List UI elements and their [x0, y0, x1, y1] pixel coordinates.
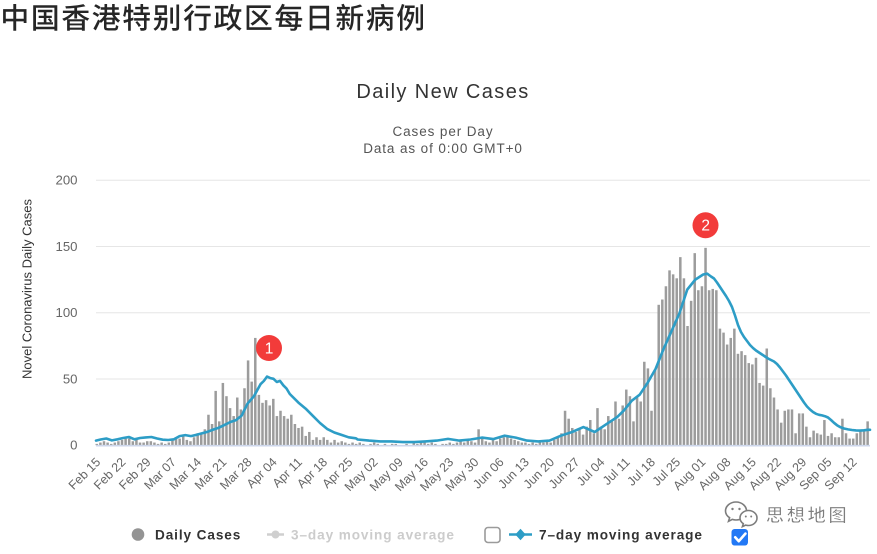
svg-text:7–day moving average: 7–day moving average: [539, 528, 703, 543]
svg-text:50: 50: [63, 371, 78, 386]
svg-text:Cases per Day: Cases per Day: [393, 124, 494, 139]
svg-text:200: 200: [55, 173, 77, 188]
svg-text:0: 0: [70, 438, 77, 453]
svg-text:3–day moving average: 3–day moving average: [291, 528, 455, 543]
svg-text:100: 100: [55, 305, 77, 320]
svg-text:150: 150: [55, 239, 77, 254]
svg-text:2: 2: [701, 218, 710, 235]
svg-text:Daily New Cases: Daily New Cases: [356, 81, 529, 103]
svg-text:Daily Cases: Daily Cases: [155, 528, 241, 543]
svg-text:1: 1: [265, 340, 274, 357]
svg-text:Data as of 0:00 GMT+0: Data as of 0:00 GMT+0: [363, 141, 523, 156]
svg-text:Novel Coronavirus Daily Cases: Novel Coronavirus Daily Cases: [20, 199, 35, 379]
